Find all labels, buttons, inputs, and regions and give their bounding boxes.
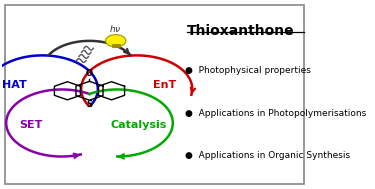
Text: SET: SET — [20, 120, 43, 130]
FancyBboxPatch shape — [112, 44, 120, 47]
Text: HAT: HAT — [2, 80, 27, 90]
Circle shape — [105, 35, 126, 47]
Text: Catalysis: Catalysis — [110, 120, 166, 130]
Text: ●  Applications in Photopolymerisations: ● Applications in Photopolymerisations — [185, 109, 366, 118]
Text: EnT: EnT — [153, 80, 176, 90]
Text: ●  Photophysical properties: ● Photophysical properties — [185, 66, 311, 75]
Text: Thioxanthone: Thioxanthone — [187, 24, 294, 38]
Text: ●  Applications in Organic Synthesis: ● Applications in Organic Synthesis — [185, 151, 350, 160]
Text: O: O — [86, 69, 93, 78]
Text: $h\nu$: $h\nu$ — [110, 23, 122, 34]
Text: S: S — [87, 100, 93, 109]
